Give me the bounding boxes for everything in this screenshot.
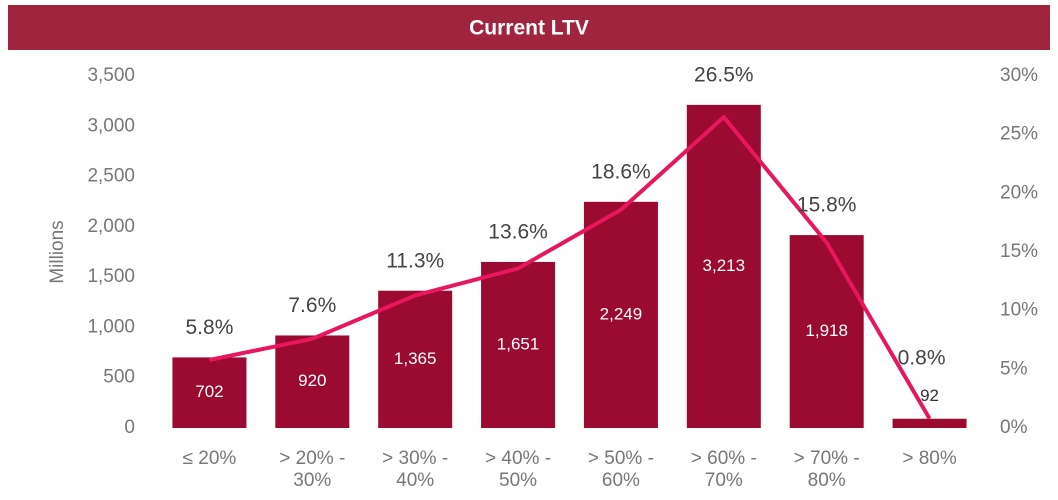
- line-value-label: 15.8%: [797, 194, 857, 217]
- bar: [172, 357, 247, 428]
- x-tick-label: > 50% - 60%: [587, 448, 654, 491]
- bar: [378, 290, 453, 428]
- bar-value-label: 3,213: [703, 256, 746, 275]
- bar-value-label: 702: [195, 382, 223, 401]
- bar-value-label: 920: [298, 371, 326, 390]
- bar: [892, 418, 967, 428]
- x-tick-label: > 20% - 30%: [279, 448, 346, 491]
- y-tick-label: 2,500: [87, 166, 135, 187]
- y2-tick-label: 10%: [1000, 300, 1038, 321]
- bar: [275, 335, 350, 428]
- line-value-label: 0.8%: [898, 346, 946, 369]
- bar-value-label: 1,918: [805, 321, 848, 340]
- line-value-label: 26.5%: [694, 63, 754, 86]
- y-axis-label: Millions: [47, 220, 68, 283]
- y-tick-label: 500: [103, 367, 135, 388]
- line-value-label: 13.6%: [488, 221, 548, 244]
- x-tick-label: > 70% - 80%: [793, 448, 860, 491]
- bar: [481, 261, 556, 428]
- line-value-label: 18.6%: [591, 160, 651, 183]
- line: [209, 115, 932, 420]
- y-tick-label: 2,000: [87, 216, 135, 237]
- x-tick-label: > 80%: [902, 448, 957, 469]
- bar-value-label: 2,249: [600, 304, 643, 323]
- line-value-label: 5.8%: [186, 316, 234, 339]
- x-tick-label: > 30% - 40%: [382, 448, 449, 491]
- bar-value-label: 1,365: [394, 349, 437, 368]
- y-tick-label: 1,500: [87, 266, 135, 287]
- x-tick-label: ≤ 20%: [182, 448, 237, 469]
- title-bar: [8, 5, 1050, 50]
- bar-value-label: 92: [920, 386, 939, 405]
- y2-tick-label: 5%: [1000, 358, 1028, 379]
- bar: [789, 235, 864, 428]
- chart-title: Current LTV: [469, 17, 589, 40]
- line-value-label: 11.3%: [386, 249, 444, 272]
- y2-tick-label: 0%: [1000, 417, 1028, 438]
- y-tick-label: 3,500: [87, 65, 135, 86]
- bar: [583, 201, 658, 428]
- bar: [686, 104, 761, 428]
- x-tick-label: > 60% - 70%: [690, 448, 757, 491]
- y2-tick-label: 25%: [1000, 124, 1038, 145]
- y-tick-label: 1,000: [87, 316, 135, 337]
- bar-value-label: 1,651: [497, 334, 540, 353]
- y-tick-label: 0: [124, 417, 135, 438]
- y-tick-label: 3,000: [87, 115, 135, 136]
- x-tick-label: > 40% - 50%: [485, 448, 552, 491]
- y2-tick-label: 15%: [1000, 241, 1038, 262]
- y2-tick-label: 20%: [1000, 182, 1038, 203]
- y2-tick-label: 30%: [1000, 65, 1038, 86]
- line-value-label: 7.6%: [288, 294, 336, 317]
